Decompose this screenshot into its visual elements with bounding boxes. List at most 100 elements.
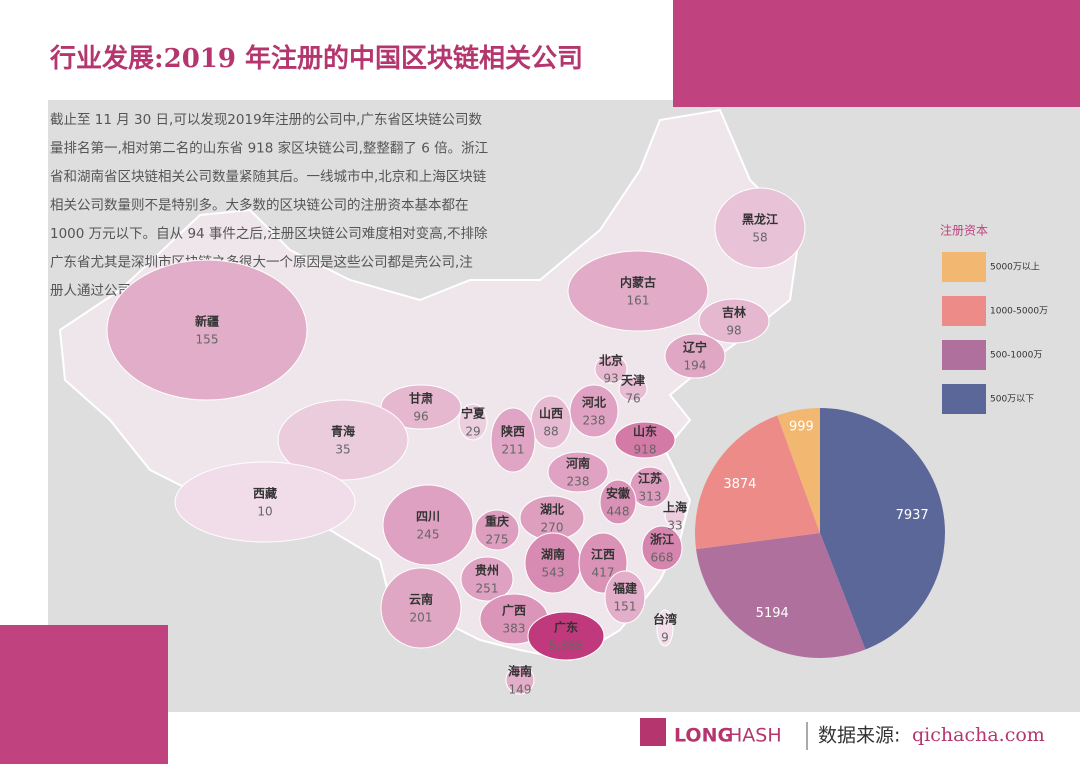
- province-value: 251: [476, 582, 499, 596]
- logo: [640, 718, 666, 746]
- province-value: 5,388: [549, 639, 583, 653]
- province-name: 广西: [502, 603, 526, 618]
- province-name: 黑龙江: [742, 212, 778, 227]
- description-line: 截止至 11 月 30 日,可以发现2019年注册的公司中,广东省区块链公司数: [50, 112, 482, 128]
- description: 截止至 11 月 30 日,可以发现2019年注册的公司中,广东省区块链公司数量…: [50, 112, 488, 299]
- province: [604, 570, 646, 624]
- description-line: 省和湖南省区块链相关公司数量紧随其后。一线城市中,北京和上海区块链: [50, 168, 487, 185]
- pie-slice: [696, 533, 866, 659]
- source: qichacha.com: [912, 724, 1045, 746]
- province-name: 海南: [508, 664, 532, 679]
- province-name: 广东: [554, 620, 578, 635]
- province-name: 宁夏: [461, 406, 486, 421]
- province-name: 四川: [416, 510, 440, 524]
- province-name: 青海: [331, 424, 355, 439]
- province-value: 149: [509, 683, 532, 697]
- province-value: 76: [625, 392, 640, 406]
- province-value: 313: [639, 490, 662, 504]
- province-value: 270: [541, 521, 564, 535]
- province: [547, 451, 609, 493]
- province-value: 9: [661, 631, 669, 645]
- province: [664, 333, 726, 379]
- province-value: 417: [592, 566, 615, 580]
- pie-label: 5194: [756, 606, 789, 621]
- province-value: 161: [627, 294, 650, 308]
- description-line: 广东省尤其是深圳市区块链之多很大一个原因是这些公司都是壳公司,注: [50, 254, 473, 271]
- description-line: 量排名第一,相对第二名的山东省 918 家区块链公司,整整翻了 6 倍。浙江: [50, 140, 488, 157]
- legend: 5000万以上 1000-5000万 500-1000万 500万以下: [942, 252, 1048, 414]
- province-name: 台湾: [653, 612, 677, 627]
- province: [599, 479, 637, 525]
- title: 行业发展:2019 年注册的中国区块链相关公司: [49, 43, 583, 74]
- province: [618, 376, 648, 402]
- province: [714, 187, 806, 269]
- province-value: 151: [614, 600, 637, 614]
- province: [656, 609, 674, 647]
- source-label: 数据来源:: [818, 725, 900, 747]
- province-name: 江苏: [638, 471, 662, 486]
- province: [594, 354, 628, 384]
- province-name: 重庆: [485, 514, 509, 529]
- province-name: 安徽: [606, 486, 631, 501]
- legend-label: 500-1000万: [990, 351, 1042, 361]
- province-value: 98: [726, 324, 741, 338]
- pie-label: 3874: [723, 477, 756, 492]
- province-value: 58: [752, 231, 767, 245]
- province-value: 33: [667, 519, 682, 533]
- province-value: 275: [486, 533, 509, 547]
- legend-label: 1000-5000万: [990, 307, 1048, 317]
- legend-swatch: [942, 340, 986, 370]
- province-name: 辽宁: [683, 340, 707, 355]
- province-value: 383: [503, 622, 526, 636]
- province: [106, 259, 308, 401]
- pie-slice: [695, 415, 820, 550]
- province: [174, 461, 356, 543]
- province: [458, 403, 488, 441]
- province-name: 吉林: [722, 305, 746, 320]
- province-name: 北京: [599, 353, 623, 368]
- province-name: 甘肃: [409, 391, 433, 406]
- province-value: 238: [567, 475, 590, 489]
- province: [698, 298, 770, 344]
- province-name: 浙江: [650, 532, 674, 547]
- province-name: 新疆: [195, 314, 219, 329]
- province-name: 陕西: [501, 424, 525, 439]
- province: [614, 421, 676, 459]
- province-value: 155: [196, 333, 219, 347]
- province-name: 福建: [612, 581, 638, 596]
- province-name: 内蒙古: [620, 275, 656, 290]
- province-value: 543: [542, 566, 565, 580]
- province: [567, 250, 709, 332]
- province-value: 201: [410, 611, 433, 625]
- deco-top: [673, 0, 1080, 107]
- province-value: 194: [684, 359, 707, 373]
- legend-label: 5000万以上: [990, 262, 1040, 273]
- province: [277, 399, 409, 481]
- province-value: 35: [335, 443, 350, 457]
- legend-label: 500万以下: [990, 395, 1034, 405]
- legend-swatch: [942, 384, 986, 414]
- province: [527, 611, 605, 661]
- province-value: 448: [607, 505, 630, 519]
- province-name: 山东: [633, 424, 657, 439]
- province-name: 天津: [621, 373, 645, 388]
- province-name: 西藏: [253, 486, 277, 501]
- map: 黑龙江 58 内蒙古 161 吉林 98 新疆 155 辽宁 194 北京 93 天津 76 甘肃 96 宁夏 2…: [106, 187, 806, 697]
- province: [474, 509, 520, 551]
- description-line: 相关公司数量则不是特别多。大多数的区块链公司的注册资本基本都在: [50, 197, 469, 214]
- province-value: 918: [634, 443, 657, 457]
- brand-a: LONG: [674, 725, 733, 747]
- description-line: 1000 万元以下。自从 94 事件之后,注册区块链公司难度相对变高,不排除: [50, 225, 488, 242]
- province-value: 668: [651, 551, 674, 565]
- province: [664, 505, 686, 527]
- pie-label: 7937: [896, 508, 929, 523]
- province: [380, 567, 462, 649]
- province: [382, 484, 474, 566]
- province-value: 10: [257, 505, 272, 519]
- province-name: 云南: [409, 592, 433, 607]
- province: [569, 384, 619, 438]
- pie-label: 999: [789, 420, 814, 435]
- province: [460, 556, 514, 602]
- province-name: 湖南: [541, 547, 565, 562]
